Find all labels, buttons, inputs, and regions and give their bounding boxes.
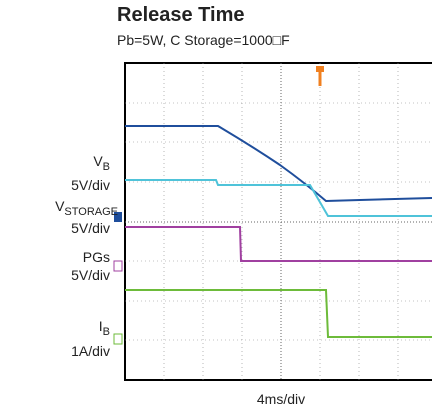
channel-label: PGs: [83, 249, 110, 265]
x-label: 4ms/div: [257, 391, 305, 407]
channel-marker: [114, 212, 122, 222]
trace-pgs: [125, 226, 432, 262]
channel-scale: 5V/div: [71, 177, 110, 193]
trigger-marker: [316, 66, 324, 72]
subtitle: Pb=5W, C Storage=1000□F: [117, 32, 290, 48]
channel-marker: [113, 260, 123, 272]
channel-scale: 5V/div: [71, 267, 110, 283]
title: Release Time: [117, 4, 245, 26]
grid: [125, 63, 432, 380]
scope-screen: [113, 62, 432, 381]
channel-labels: VB 5V/div VSTORAGE 5V/div PGs 5V/div IB …: [55, 153, 118, 359]
channel-marker: [113, 333, 123, 345]
channel-label: VB: [93, 153, 110, 173]
channel-scale: 1A/div: [71, 343, 110, 359]
channel-scale: 5V/div: [71, 220, 110, 236]
channel-label: IB: [99, 318, 110, 338]
trace-vstorage: [125, 179, 432, 217]
channel-label: VSTORAGE: [55, 198, 118, 218]
trace-ib: [125, 289, 432, 338]
trace-vb: [125, 125, 432, 203]
